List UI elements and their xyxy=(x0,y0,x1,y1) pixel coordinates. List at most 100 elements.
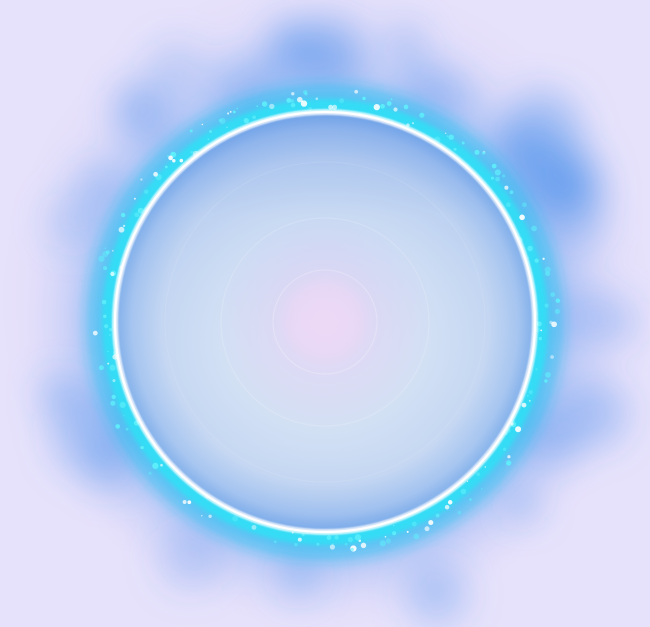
sparkle-particle xyxy=(92,330,98,336)
sparkle-particle xyxy=(460,488,467,495)
sparkle-particle xyxy=(504,185,509,190)
sparkle-particle xyxy=(111,394,116,400)
sparkle-particle xyxy=(160,463,163,467)
haze-blob xyxy=(76,161,126,211)
sparkle-particle xyxy=(105,250,110,255)
sparkle-particle xyxy=(531,225,537,232)
sparkle-particle xyxy=(209,130,212,133)
sparkle-particle xyxy=(549,320,553,325)
sparkle-particle xyxy=(505,202,511,208)
sparkle-particle xyxy=(140,445,144,450)
sparkle-particle xyxy=(502,174,506,178)
sparkle-particle xyxy=(393,107,398,112)
sparkle-particle xyxy=(122,224,126,228)
sparkle-particle xyxy=(392,524,395,527)
sparkle-particle xyxy=(251,524,257,530)
sparkle-particle xyxy=(339,98,345,104)
sparkle-particle xyxy=(354,534,362,541)
sparkle-particle xyxy=(380,103,385,109)
sparkle-particle xyxy=(457,510,462,515)
sparkle-particle xyxy=(534,258,539,263)
sparkle-particle xyxy=(555,298,561,303)
sparkle-particle xyxy=(226,126,228,128)
sparkle-particle xyxy=(506,461,511,466)
haze-blob xyxy=(405,562,467,625)
sparkle-particle xyxy=(107,350,109,353)
center-pink-glow xyxy=(285,280,365,360)
sparkle-particle xyxy=(344,542,348,546)
sparkle-particle xyxy=(108,334,111,336)
sparkle-particle xyxy=(334,535,339,540)
sparkle-particle xyxy=(550,292,556,297)
haze-blob xyxy=(488,123,541,175)
sparkle-particle xyxy=(98,365,104,371)
sparkle-particle xyxy=(109,364,116,371)
sparkle-particle xyxy=(550,355,554,359)
sparkle-particle xyxy=(208,514,212,518)
haze-blob xyxy=(386,25,424,64)
sparkle-particle xyxy=(115,424,121,429)
sparkle-particle xyxy=(424,526,430,532)
sparkle-particle xyxy=(474,149,480,155)
sparkle-particle xyxy=(304,92,308,96)
sparkle-particle xyxy=(332,104,338,110)
sparkle-particle xyxy=(286,98,292,103)
sparkle-particle xyxy=(232,110,236,114)
sparkle-particle xyxy=(528,390,533,395)
sparkle-particle xyxy=(172,159,176,163)
sparkle-particle xyxy=(411,122,415,125)
sparkle-particle xyxy=(243,117,249,124)
sparkle-particle xyxy=(252,115,256,120)
sparkle-particle xyxy=(413,533,420,540)
sparkle-particle xyxy=(469,498,472,501)
sparkle-particle xyxy=(453,147,457,151)
sparkle-particle xyxy=(490,176,494,180)
haze-blob xyxy=(276,19,344,87)
sparkle-particle xyxy=(544,266,551,273)
sparkle-particle xyxy=(509,190,514,195)
haze-blob xyxy=(507,488,540,521)
sparkle-particle xyxy=(261,101,268,107)
sparkle-particle xyxy=(168,155,173,161)
sparkle-particle xyxy=(481,488,483,490)
sparkle-particle xyxy=(232,515,239,522)
haze-blob xyxy=(158,525,223,590)
sparkle-particle xyxy=(110,271,115,277)
sparkle-particle xyxy=(522,202,527,208)
sparkle-particle xyxy=(118,226,125,233)
sparkle-particle xyxy=(256,105,259,108)
sparkle-particle xyxy=(538,336,542,341)
sparkle-particle xyxy=(403,104,409,110)
haze-blob xyxy=(536,189,606,259)
sparkle-particle xyxy=(379,540,386,547)
sparkle-particle xyxy=(515,426,522,433)
haze-blob xyxy=(84,441,136,493)
sparkle-particle xyxy=(111,249,114,252)
sparkle-particle xyxy=(179,158,184,163)
sparkle-particle xyxy=(554,308,560,314)
sparkle-particle xyxy=(373,103,380,111)
sparkle-particle xyxy=(182,500,187,504)
faint-ring-3 xyxy=(164,161,486,483)
sparkle-particle xyxy=(107,362,110,365)
sparkle-particle xyxy=(112,379,116,383)
sparkle-particle xyxy=(273,540,277,544)
sparkle-particle xyxy=(528,399,531,402)
sparkle-particle xyxy=(315,97,319,100)
sparkle-particle xyxy=(362,96,366,101)
haze-blob xyxy=(559,379,628,448)
sparkle-particle xyxy=(507,455,511,459)
sparkle-particle xyxy=(446,135,449,138)
sparkle-particle xyxy=(236,107,238,110)
sparkle-particle xyxy=(466,480,469,482)
sparkle-particle xyxy=(545,371,551,378)
haze-blob xyxy=(441,78,482,119)
sparkle-particle xyxy=(545,271,551,277)
sparkle-particle xyxy=(120,212,126,218)
sparkle-particle xyxy=(448,134,454,140)
sparkle-particle xyxy=(544,379,548,383)
sparkle-particle xyxy=(332,543,334,545)
sparkle-particle xyxy=(329,544,336,550)
sparkle-particle xyxy=(294,542,298,547)
sparkle-particle xyxy=(103,314,107,319)
